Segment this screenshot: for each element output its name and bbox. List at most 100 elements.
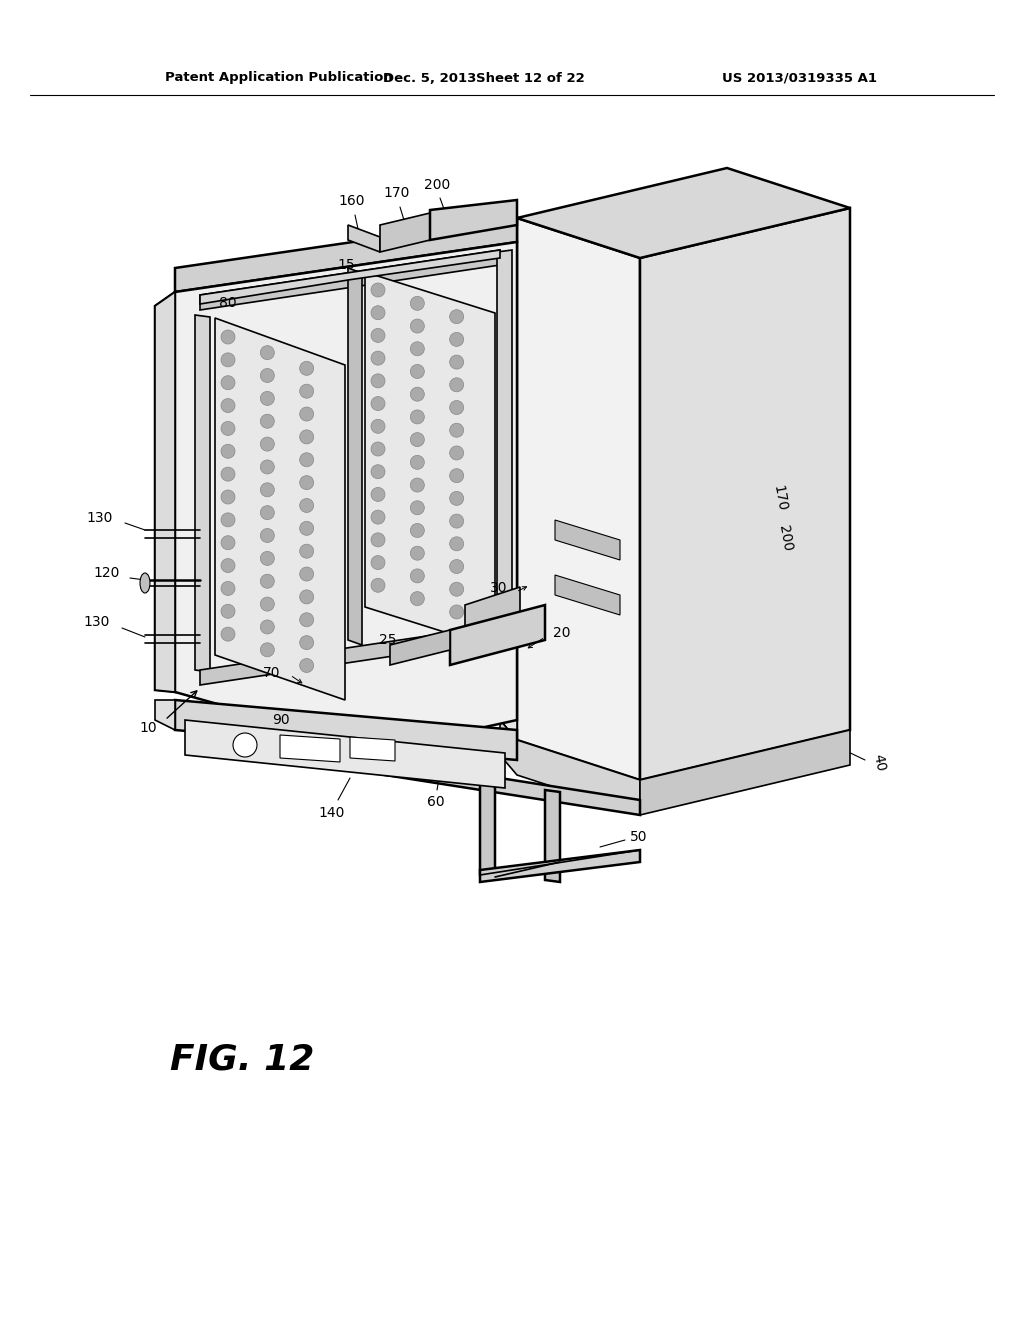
Circle shape bbox=[450, 469, 464, 483]
Circle shape bbox=[450, 333, 464, 346]
Polygon shape bbox=[517, 218, 640, 780]
Circle shape bbox=[300, 521, 313, 536]
Text: 10: 10 bbox=[139, 721, 157, 735]
Polygon shape bbox=[175, 218, 517, 292]
Circle shape bbox=[221, 581, 234, 595]
Circle shape bbox=[411, 524, 424, 537]
Circle shape bbox=[411, 319, 424, 333]
Circle shape bbox=[411, 455, 424, 470]
Circle shape bbox=[450, 378, 464, 392]
Polygon shape bbox=[480, 850, 640, 882]
Circle shape bbox=[411, 342, 424, 356]
Polygon shape bbox=[517, 168, 850, 257]
Polygon shape bbox=[175, 242, 517, 750]
Circle shape bbox=[300, 407, 313, 421]
Circle shape bbox=[411, 296, 424, 310]
Text: 15: 15 bbox=[337, 257, 354, 272]
Text: Dec. 5, 2013: Dec. 5, 2013 bbox=[383, 71, 477, 84]
Text: 30: 30 bbox=[489, 581, 507, 595]
Circle shape bbox=[411, 364, 424, 379]
Polygon shape bbox=[480, 775, 495, 876]
Polygon shape bbox=[280, 735, 340, 762]
Circle shape bbox=[233, 733, 257, 756]
Text: 50: 50 bbox=[630, 830, 647, 843]
Circle shape bbox=[221, 627, 234, 642]
Circle shape bbox=[260, 392, 274, 405]
Text: 160: 160 bbox=[339, 194, 366, 209]
Circle shape bbox=[221, 605, 234, 618]
Circle shape bbox=[300, 590, 313, 605]
Text: 120: 120 bbox=[93, 566, 120, 579]
Circle shape bbox=[450, 400, 464, 414]
Circle shape bbox=[371, 578, 385, 593]
Polygon shape bbox=[640, 730, 850, 814]
Polygon shape bbox=[385, 760, 640, 814]
Circle shape bbox=[260, 414, 274, 428]
Circle shape bbox=[221, 330, 234, 345]
Polygon shape bbox=[555, 520, 620, 560]
Circle shape bbox=[371, 420, 385, 433]
Text: 60: 60 bbox=[427, 795, 444, 809]
Circle shape bbox=[260, 552, 274, 565]
Circle shape bbox=[221, 421, 234, 436]
Polygon shape bbox=[155, 292, 175, 692]
Circle shape bbox=[371, 556, 385, 569]
Text: 170: 170 bbox=[384, 186, 411, 201]
Text: 80: 80 bbox=[219, 296, 237, 310]
Text: Sheet 12 of 22: Sheet 12 of 22 bbox=[475, 71, 585, 84]
Circle shape bbox=[450, 424, 464, 437]
Polygon shape bbox=[200, 249, 500, 304]
Circle shape bbox=[411, 569, 424, 583]
Polygon shape bbox=[155, 292, 175, 692]
Circle shape bbox=[411, 546, 424, 560]
Circle shape bbox=[371, 374, 385, 388]
Circle shape bbox=[260, 528, 274, 543]
Polygon shape bbox=[640, 209, 850, 780]
Circle shape bbox=[371, 329, 385, 342]
Circle shape bbox=[260, 437, 274, 451]
Circle shape bbox=[371, 306, 385, 319]
Text: 90: 90 bbox=[272, 713, 290, 727]
Circle shape bbox=[300, 453, 313, 467]
Polygon shape bbox=[365, 272, 495, 648]
Polygon shape bbox=[450, 605, 545, 665]
Text: 200: 200 bbox=[424, 178, 451, 191]
Polygon shape bbox=[215, 318, 345, 700]
Circle shape bbox=[450, 582, 464, 597]
Text: 130: 130 bbox=[84, 615, 110, 630]
Text: 25: 25 bbox=[379, 634, 396, 647]
Circle shape bbox=[371, 442, 385, 455]
Circle shape bbox=[450, 560, 464, 573]
Circle shape bbox=[300, 362, 313, 375]
Circle shape bbox=[371, 533, 385, 546]
Text: 20: 20 bbox=[553, 626, 570, 640]
Polygon shape bbox=[500, 218, 517, 741]
Circle shape bbox=[371, 282, 385, 297]
Polygon shape bbox=[348, 224, 380, 252]
Circle shape bbox=[221, 352, 234, 367]
Circle shape bbox=[450, 537, 464, 550]
Circle shape bbox=[300, 544, 313, 558]
Circle shape bbox=[221, 376, 234, 389]
Polygon shape bbox=[195, 315, 210, 672]
Polygon shape bbox=[390, 630, 450, 665]
Circle shape bbox=[260, 506, 274, 520]
Circle shape bbox=[450, 513, 464, 528]
Circle shape bbox=[221, 536, 234, 549]
Text: Patent Application Publication: Patent Application Publication bbox=[165, 71, 393, 84]
Polygon shape bbox=[348, 268, 362, 645]
Polygon shape bbox=[430, 201, 517, 240]
Text: 140: 140 bbox=[318, 807, 345, 820]
Circle shape bbox=[260, 459, 274, 474]
Circle shape bbox=[221, 558, 234, 573]
Text: 170: 170 bbox=[771, 484, 790, 512]
Polygon shape bbox=[200, 624, 500, 685]
Polygon shape bbox=[200, 249, 500, 310]
Polygon shape bbox=[380, 213, 430, 252]
Circle shape bbox=[221, 490, 234, 504]
Circle shape bbox=[300, 659, 313, 672]
Text: 40: 40 bbox=[870, 752, 888, 774]
Text: FIG. 12: FIG. 12 bbox=[170, 1043, 314, 1077]
Circle shape bbox=[411, 500, 424, 515]
Text: 130: 130 bbox=[87, 511, 113, 525]
